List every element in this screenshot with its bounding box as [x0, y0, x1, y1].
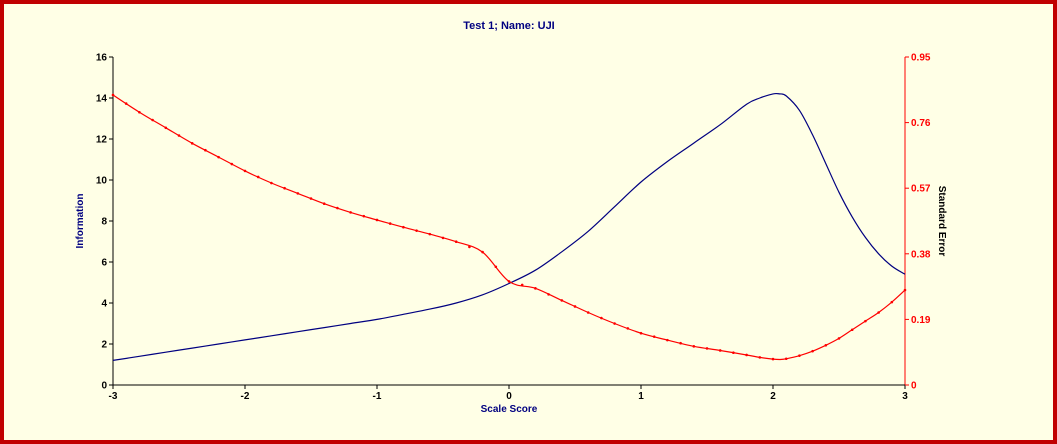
x-tick-label: 1 — [638, 391, 644, 402]
y-left-tick-label: 16 — [96, 53, 108, 64]
standard-error-point — [138, 110, 141, 114]
standard-error-point — [520, 283, 524, 287]
y-right-tick-label: 0 — [911, 381, 917, 392]
standard-error-point — [375, 218, 379, 222]
y-left-tick-label: 6 — [101, 258, 107, 269]
standard-error-point — [745, 353, 748, 357]
chart-title: Test 1; Name: UJI — [463, 20, 555, 32]
standard_error-line — [112, 94, 906, 361]
standard-error-point — [626, 327, 630, 330]
standard-error-point — [824, 343, 828, 347]
standard-error-point — [441, 236, 445, 240]
y-left-tick-label: 4 — [101, 299, 107, 310]
standard-error-point — [111, 93, 115, 97]
standard-error-point — [494, 265, 498, 269]
series — [111, 92, 907, 361]
y-right-tick-label: 0.38 — [911, 249, 931, 260]
standard-error-point — [811, 349, 814, 353]
axes: -3 -2 -1 0 1 2 3024681012141600.190.380.570.76… — [96, 53, 931, 403]
x-tick-label: 3 — [902, 391, 908, 402]
y-left-tick-label: 14 — [96, 94, 108, 105]
standard-error-point — [679, 341, 682, 345]
standard-error-point — [837, 337, 841, 340]
standard-error-point — [732, 351, 735, 355]
standard-error-point — [362, 214, 366, 218]
standard-error-point — [560, 299, 564, 302]
standard-error-point — [666, 338, 669, 342]
standard-error-point — [164, 126, 168, 130]
standard-error-point — [177, 134, 181, 137]
standard-error-point — [217, 155, 220, 159]
x-tick-label: -2 — [241, 391, 250, 402]
standard-error-point — [705, 347, 709, 350]
standard-error-point — [349, 211, 352, 214]
standard-error-point — [547, 293, 550, 296]
standard-error-point — [454, 240, 458, 244]
y-left-tick-label: 12 — [96, 135, 108, 146]
y-right-tick-label: 0.95 — [911, 53, 931, 64]
y-left-tick-label: 2 — [101, 340, 107, 351]
standard-error-point — [124, 102, 128, 105]
standard-error-point — [507, 280, 511, 283]
standard-error-point — [204, 148, 207, 152]
standard-error-point — [415, 229, 418, 232]
standard-error-point — [758, 356, 762, 359]
standard-error-point — [718, 349, 722, 352]
information-line — [112, 92, 906, 361]
standard-error-point — [850, 328, 854, 332]
standard-error-point — [586, 311, 590, 314]
standard-error-point — [534, 287, 537, 290]
standard-error-point — [798, 354, 801, 357]
standard-error-point — [784, 357, 788, 361]
standard-error-point — [890, 300, 894, 304]
x-tick-label: 0 — [506, 391, 512, 402]
standard-error-point — [190, 142, 194, 145]
standard-error-point — [864, 319, 867, 323]
standard-error-point — [428, 232, 432, 236]
standard-error-point — [270, 181, 273, 185]
standard-error-point — [468, 245, 471, 249]
standard-error-point — [613, 322, 616, 325]
y-left-tick-label: 8 — [101, 217, 107, 228]
standard-error-point — [283, 186, 286, 190]
y-right-tick-label: 0.76 — [911, 118, 931, 129]
standard-error-point — [322, 202, 326, 206]
x-tick-label: 2 — [770, 391, 776, 402]
y-left-tick-label: 10 — [96, 176, 108, 187]
standard-error-point — [243, 169, 247, 173]
standard-error-point — [151, 118, 154, 122]
standard-error-point — [600, 316, 603, 320]
y-right-tick-label: 0.57 — [911, 184, 931, 195]
chart-svg: Test 1; Name: UJI -3 -2 -1 0 1 2 3024681012141… — [75, 20, 947, 415]
standard-error-point — [309, 197, 313, 200]
x-tick-label: -3 — [109, 391, 118, 402]
x-tick-label: -1 — [373, 391, 382, 402]
standard-error-point — [388, 222, 392, 225]
x-axis-label: Scale Score — [481, 404, 538, 415]
standard-error-point — [639, 331, 643, 335]
standard-error-point — [296, 192, 300, 195]
standard-error-point — [336, 206, 339, 210]
y-axis-label-right: Standard Error — [936, 186, 947, 257]
standard-error-point — [877, 311, 880, 314]
y-left-tick-label: 0 — [101, 381, 107, 392]
standard-error-point — [652, 335, 656, 338]
standard-error-point — [771, 357, 775, 361]
y-axis-label-left: Information — [75, 194, 86, 249]
standard-error-point — [230, 162, 234, 166]
standard-error-point — [481, 250, 484, 254]
y-right-tick-label: 0.19 — [911, 315, 931, 326]
standard-error-point — [573, 305, 577, 308]
standard-error-point — [692, 345, 696, 348]
standard-error-point — [256, 175, 260, 179]
standard-error-point — [903, 288, 907, 292]
standard-error-point — [402, 225, 405, 229]
